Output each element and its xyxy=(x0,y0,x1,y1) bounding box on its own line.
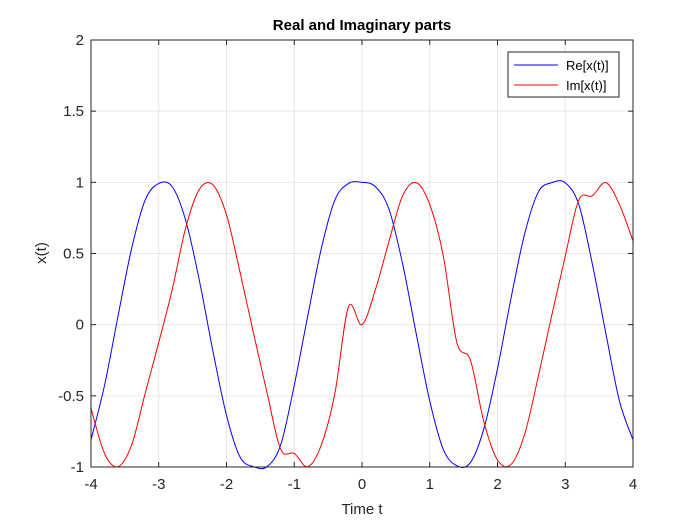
x-tick-label: 1 xyxy=(426,476,434,493)
series-line-1 xyxy=(90,181,634,468)
series-line-0 xyxy=(90,180,634,470)
x-tick-label: -3 xyxy=(152,476,165,493)
x-tick-label: 0 xyxy=(358,476,366,493)
series-layer xyxy=(90,180,634,470)
ticks: -4 -3 -2 -1 0 1 2 3 4 -1 -0.5 0 0.5 1 1.5 2 xyxy=(58,32,637,493)
x-tick-label: -2 xyxy=(220,476,233,493)
y-tick-label: -0.5 xyxy=(58,388,84,405)
y-tick-label: 0 xyxy=(76,317,84,334)
legend-box xyxy=(507,51,620,98)
legend-label-1: Im[x(t)] xyxy=(566,78,606,93)
x-tick-label: 4 xyxy=(629,476,637,493)
x-tick-label: 2 xyxy=(493,476,501,493)
x-axis-label: Time t xyxy=(341,501,383,518)
y-tick-label: -1 xyxy=(71,459,84,476)
chart-title: Real and Imaginary parts xyxy=(273,17,451,34)
y-tick-label: 0.5 xyxy=(63,246,84,263)
y-axis-label: x(t) xyxy=(33,242,50,264)
legend: Re[x(t)] Im[x(t)] xyxy=(507,51,620,98)
x-tick-label: -1 xyxy=(288,476,301,493)
y-tick-label: 2 xyxy=(76,32,84,49)
x-tick-label: 3 xyxy=(561,476,569,493)
legend-label-0: Re[x(t)] xyxy=(566,58,609,73)
y-tick-label: 1.5 xyxy=(63,103,84,120)
x-tick-label: -4 xyxy=(84,476,97,493)
y-tick-label: 1 xyxy=(76,174,84,191)
